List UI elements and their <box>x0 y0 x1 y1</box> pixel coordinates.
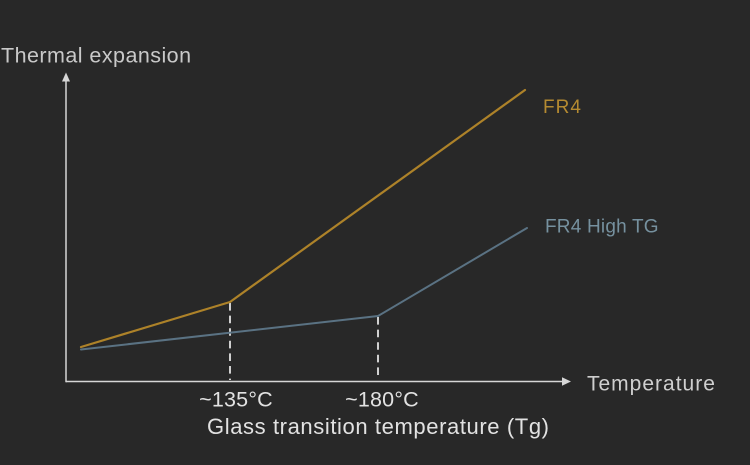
svg-text:~135°C: ~135°C <box>199 388 273 412</box>
svg-text:FR4 High TG: FR4 High TG <box>545 217 659 238</box>
svg-text:Thermal expansion: Thermal expansion <box>1 44 192 68</box>
svg-text:Temperature: Temperature <box>587 373 716 396</box>
svg-text:FR4: FR4 <box>543 97 582 118</box>
svg-text:~180°C: ~180°C <box>345 388 419 412</box>
svg-text:Glass transition temperature (: Glass transition temperature (Tg) <box>207 414 550 439</box>
